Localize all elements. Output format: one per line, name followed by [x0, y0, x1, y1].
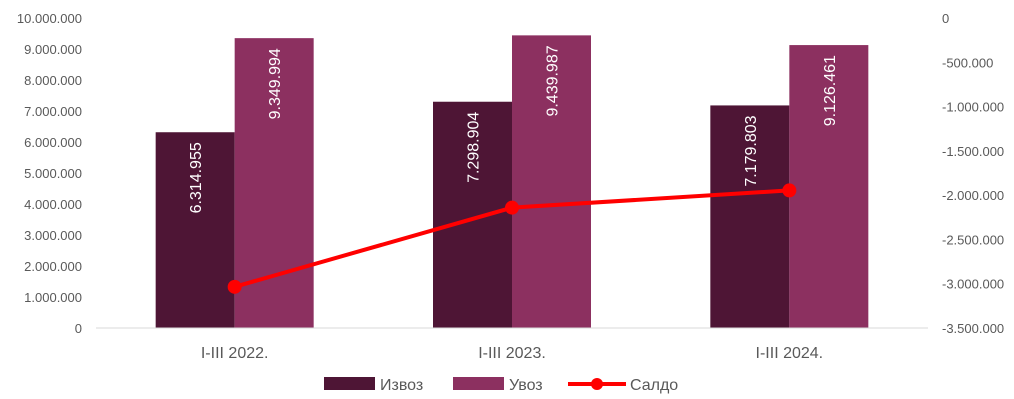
- y-right-tick-label: -1.000.000: [942, 100, 1004, 115]
- y-left-tick-label: 4.000.000: [24, 197, 82, 212]
- bar-data-label: 7.298.904: [466, 112, 483, 183]
- legend-label-export: Извоз: [380, 377, 423, 394]
- bar-export: [155, 132, 235, 328]
- y-left-tick-label: 5.000.000: [24, 166, 82, 181]
- y-left-tick-label: 0: [75, 321, 82, 336]
- balance-point: [227, 279, 242, 294]
- balance-point: [505, 200, 519, 215]
- legend-swatch-balance-marker: [591, 378, 603, 390]
- y-left-tick-label: 7.000.000: [24, 104, 82, 119]
- y-right-tick-label: -1.500.000: [942, 144, 1004, 159]
- y-left-tick-label: 6.000.000: [24, 135, 82, 150]
- y-right-tick-label: -2.000.000: [942, 188, 1004, 203]
- bar-data-label: 7.179.803: [743, 115, 760, 186]
- legend-label-balance: Салдо: [630, 377, 678, 394]
- bar-data-label: 9.126.461: [822, 55, 839, 126]
- bar-export: [433, 101, 512, 328]
- legend-label-import: Увоз: [509, 377, 543, 394]
- y-left-tick-label: 9.000.000: [24, 42, 82, 57]
- bar-export: [710, 105, 790, 328]
- bar-data-label: 9.349.994: [267, 48, 284, 119]
- x-category-label: I-III 2023.: [478, 345, 546, 362]
- y-left-tick-label: 10.000.000: [17, 11, 82, 26]
- bar-data-label: 9.439.987: [545, 45, 562, 116]
- balance-point: [782, 183, 797, 198]
- y-left-tick-label: 2.000.000: [24, 259, 82, 274]
- y-left-tick-label: 1.000.000: [24, 290, 82, 305]
- y-right-tick-label: -500.000: [942, 55, 993, 70]
- x-category-label: I-III 2024.: [756, 345, 824, 362]
- y-right-tick-label: -2.500.000: [942, 232, 1004, 247]
- x-category-label: I-III 2022.: [201, 345, 269, 362]
- y-right-tick-label: -3.500.000: [942, 321, 1004, 336]
- bar-import: [512, 35, 591, 328]
- bar-import: [789, 45, 869, 328]
- legend-swatch-import: [453, 377, 504, 390]
- y-right-tick-label: -3.000.000: [942, 277, 1004, 292]
- y-left-tick-label: 3.000.000: [24, 228, 82, 243]
- bar-import: [234, 38, 314, 329]
- y-right-tick-label: 0: [942, 11, 949, 26]
- legend-swatch-export: [324, 377, 375, 390]
- y-left-tick-label: 8.000.000: [24, 73, 82, 88]
- bar-data-label: 6.314.955: [188, 142, 205, 213]
